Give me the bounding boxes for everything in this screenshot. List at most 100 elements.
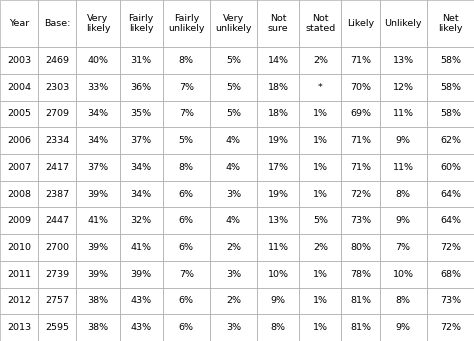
Bar: [257, 314, 299, 341]
Bar: [0, 234, 38, 261]
Text: 71%: 71%: [350, 163, 371, 172]
Bar: [210, 287, 257, 314]
Text: 72%: 72%: [440, 243, 461, 252]
Text: 8%: 8%: [179, 56, 194, 65]
Text: 10%: 10%: [268, 270, 289, 279]
Bar: [210, 101, 257, 127]
Text: 6%: 6%: [179, 296, 194, 306]
Text: 11%: 11%: [392, 163, 414, 172]
Text: Unlikely: Unlikely: [384, 19, 422, 28]
Bar: [38, 314, 76, 341]
Text: Very
unlikely: Very unlikely: [215, 14, 252, 33]
Text: 71%: 71%: [350, 56, 371, 65]
Bar: [380, 207, 427, 234]
Text: Net
likely: Net likely: [438, 14, 463, 33]
Bar: [119, 127, 163, 154]
Text: 1%: 1%: [313, 296, 328, 306]
Text: 31%: 31%: [130, 56, 152, 65]
Text: 2011: 2011: [7, 270, 31, 279]
Bar: [299, 0, 341, 47]
Bar: [0, 207, 38, 234]
Bar: [38, 234, 76, 261]
Text: 9%: 9%: [271, 296, 286, 306]
Bar: [163, 234, 210, 261]
Bar: [163, 154, 210, 181]
Text: 2387: 2387: [45, 190, 69, 198]
Bar: [76, 181, 119, 207]
Bar: [119, 207, 163, 234]
Bar: [299, 314, 341, 341]
Text: 14%: 14%: [268, 56, 289, 65]
Bar: [427, 74, 474, 101]
Text: 2757: 2757: [45, 296, 69, 306]
Text: 43%: 43%: [130, 323, 152, 332]
Text: Base:: Base:: [44, 19, 71, 28]
Text: 18%: 18%: [268, 109, 289, 118]
Text: 2469: 2469: [45, 56, 69, 65]
Bar: [119, 314, 163, 341]
Bar: [427, 0, 474, 47]
Text: 9%: 9%: [396, 323, 410, 332]
Text: Year: Year: [9, 19, 29, 28]
Bar: [76, 101, 119, 127]
Bar: [119, 0, 163, 47]
Text: 8%: 8%: [396, 190, 410, 198]
Bar: [257, 47, 299, 74]
Bar: [299, 47, 341, 74]
Bar: [119, 287, 163, 314]
Bar: [119, 74, 163, 101]
Bar: [257, 0, 299, 47]
Text: 58%: 58%: [440, 56, 461, 65]
Text: 5%: 5%: [313, 216, 328, 225]
Text: 9%: 9%: [396, 136, 410, 145]
Bar: [380, 234, 427, 261]
Text: 2005: 2005: [7, 109, 31, 118]
Text: Very
likely: Very likely: [86, 14, 110, 33]
Bar: [38, 47, 76, 74]
Bar: [119, 234, 163, 261]
Bar: [257, 154, 299, 181]
Bar: [341, 181, 380, 207]
Text: 2417: 2417: [45, 163, 69, 172]
Text: 19%: 19%: [268, 190, 289, 198]
Text: 2700: 2700: [45, 243, 69, 252]
Text: 2012: 2012: [7, 296, 31, 306]
Bar: [38, 287, 76, 314]
Bar: [380, 314, 427, 341]
Bar: [0, 181, 38, 207]
Text: 2004: 2004: [7, 83, 31, 92]
Text: 64%: 64%: [440, 190, 461, 198]
Text: 2008: 2008: [7, 190, 31, 198]
Text: 8%: 8%: [396, 296, 410, 306]
Bar: [0, 47, 38, 74]
Text: 4%: 4%: [226, 216, 241, 225]
Text: 6%: 6%: [179, 216, 194, 225]
Text: 35%: 35%: [130, 109, 152, 118]
Text: 2709: 2709: [45, 109, 69, 118]
Bar: [38, 207, 76, 234]
Bar: [299, 74, 341, 101]
Bar: [341, 154, 380, 181]
Text: 13%: 13%: [268, 216, 289, 225]
Bar: [427, 261, 474, 287]
Text: 73%: 73%: [350, 216, 371, 225]
Text: Fairly
likely: Fairly likely: [128, 14, 154, 33]
Text: Fairly
unlikely: Fairly unlikely: [168, 14, 205, 33]
Bar: [76, 47, 119, 74]
Text: Not
sure: Not sure: [268, 14, 289, 33]
Bar: [341, 314, 380, 341]
Bar: [257, 181, 299, 207]
Text: 36%: 36%: [130, 83, 152, 92]
Text: 8%: 8%: [179, 163, 194, 172]
Text: 18%: 18%: [268, 83, 289, 92]
Bar: [299, 207, 341, 234]
Text: 7%: 7%: [179, 83, 194, 92]
Text: 2003: 2003: [7, 56, 31, 65]
Bar: [210, 234, 257, 261]
Text: 2007: 2007: [7, 163, 31, 172]
Bar: [427, 127, 474, 154]
Text: Not
stated: Not stated: [305, 14, 336, 33]
Bar: [163, 287, 210, 314]
Bar: [299, 181, 341, 207]
Bar: [163, 47, 210, 74]
